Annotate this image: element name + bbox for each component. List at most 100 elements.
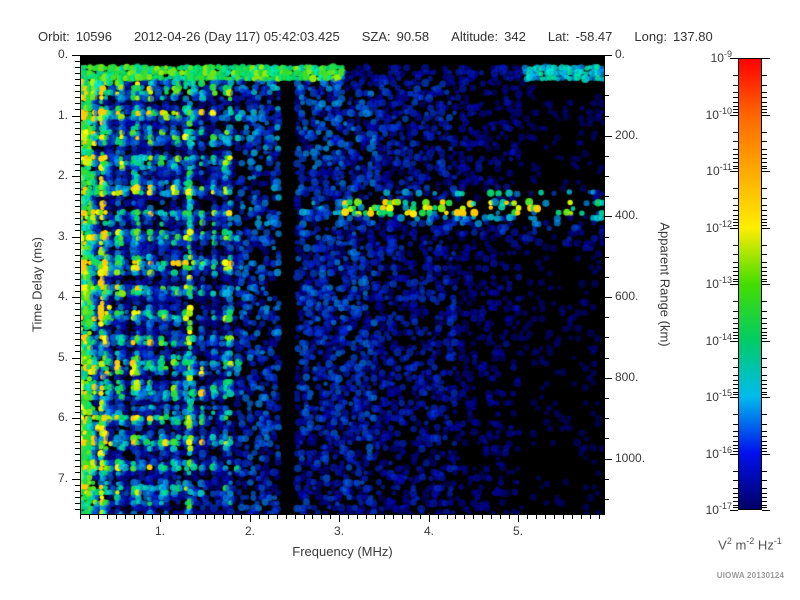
colorbar-tick <box>762 301 767 302</box>
axis-tick <box>75 79 80 80</box>
axis-tick <box>75 406 80 407</box>
axis-tick <box>75 351 80 352</box>
colorbar-tick <box>762 254 767 255</box>
axis-tick <box>464 514 465 519</box>
axis-tick <box>75 109 80 110</box>
altitude-value: 342 <box>504 29 526 44</box>
axis-tick <box>232 514 233 519</box>
axis-tick <box>348 514 349 519</box>
colorbar-tick <box>762 219 767 220</box>
colorbar-tick <box>733 92 738 93</box>
colorbar-tick <box>762 394 767 395</box>
axis-tick <box>259 514 260 519</box>
colorbar-tick <box>730 228 738 229</box>
colorbar-tick <box>733 154 738 155</box>
colorbar-unit-label: V2 m-2 Hz-1 <box>718 536 782 553</box>
axis-tick <box>312 514 313 519</box>
colorbar-tick <box>762 154 767 155</box>
colorbar-tick <box>762 441 767 442</box>
axis-tick <box>604 317 609 318</box>
x-tick-label: 1. <box>154 524 165 538</box>
axis-tick <box>75 345 80 346</box>
colorbar-tick <box>733 132 738 133</box>
colorbar-tick <box>762 493 767 494</box>
colorbar-tick <box>762 228 770 229</box>
axis-tick <box>295 514 296 519</box>
colorbar-tick <box>733 488 738 489</box>
colorbar-tick <box>733 109 738 110</box>
axis-tick <box>604 237 609 238</box>
colorbar-tick <box>762 112 767 113</box>
spectrogram-canvas <box>81 56 604 514</box>
y-right-tick-label: 0. <box>615 47 626 61</box>
axis-tick <box>447 514 448 519</box>
colorbar-tick <box>733 507 738 508</box>
colorbar-tick <box>762 225 767 226</box>
axis-tick <box>75 224 80 225</box>
long-label: Long: <box>634 29 667 44</box>
colorbar-tick <box>762 205 767 206</box>
axis-tick <box>438 514 439 519</box>
orbit-label: Orbit: <box>38 29 70 44</box>
axis-tick <box>75 454 80 455</box>
y-left-tick-label: 4. <box>57 289 68 303</box>
colorbar-tick <box>762 279 767 280</box>
axis-tick <box>518 514 519 522</box>
colorbar-tick <box>733 188 738 189</box>
axis-tick <box>75 188 80 189</box>
axis-tick <box>604 257 609 258</box>
colorbar-tick <box>762 341 770 342</box>
axis-tick <box>604 75 609 76</box>
colorbar-tick-label: 10-12 <box>705 219 732 235</box>
y-left-tick-label: 5. <box>57 350 68 364</box>
colorbar-tick <box>762 115 770 116</box>
axis-tick <box>178 514 179 519</box>
axis-tick <box>339 514 340 522</box>
colorbar-tick <box>733 162 738 163</box>
colorbar-tick-label: 10-16 <box>705 445 732 461</box>
colorbar-tick <box>733 328 738 329</box>
axis-tick <box>75 285 80 286</box>
axis-tick <box>75 230 80 231</box>
axis-tick <box>545 514 546 519</box>
axis-tick <box>152 514 153 519</box>
axis-tick <box>75 261 80 262</box>
plot-frame <box>80 55 605 515</box>
axis-tick <box>75 497 80 498</box>
colorbar-tick <box>730 454 738 455</box>
axis-tick <box>604 499 609 500</box>
axis-tick <box>411 514 412 519</box>
axis-tick <box>75 327 80 328</box>
axis-tick <box>590 514 591 519</box>
colorbar-tick <box>762 97 767 98</box>
colorbar-tick <box>762 85 767 86</box>
axis-tick <box>72 176 80 177</box>
colorbar-tick <box>733 493 738 494</box>
axis-tick <box>75 267 80 268</box>
axis-tick <box>89 514 90 519</box>
axis-tick <box>321 514 322 519</box>
colorbar-tick <box>733 106 738 107</box>
credit-text: UIOWA 20130124 <box>716 571 785 580</box>
colorbar-tick <box>733 311 738 312</box>
y-left-tick-label: 1. <box>57 108 68 122</box>
colorbar-tick <box>762 149 767 150</box>
axis-tick <box>604 136 612 137</box>
axis-tick <box>75 97 80 98</box>
colorbar-tick <box>733 505 738 506</box>
axis-tick <box>604 116 609 117</box>
colorbar-tick <box>762 92 767 93</box>
colorbar-tick <box>762 171 770 172</box>
colorbar-tick <box>762 318 767 319</box>
y-left-tick-label: 0. <box>57 47 68 61</box>
axis-tick <box>366 514 367 519</box>
colorbar-tick <box>733 222 738 223</box>
axis-tick <box>169 514 170 519</box>
x-tick-label: 5. <box>512 524 523 538</box>
axis-tick <box>75 200 80 201</box>
colorbar-tick <box>762 397 770 398</box>
axis-tick <box>604 55 612 56</box>
axis-tick <box>75 140 80 141</box>
axis-tick <box>75 291 80 292</box>
colorbar-tick <box>762 510 770 511</box>
